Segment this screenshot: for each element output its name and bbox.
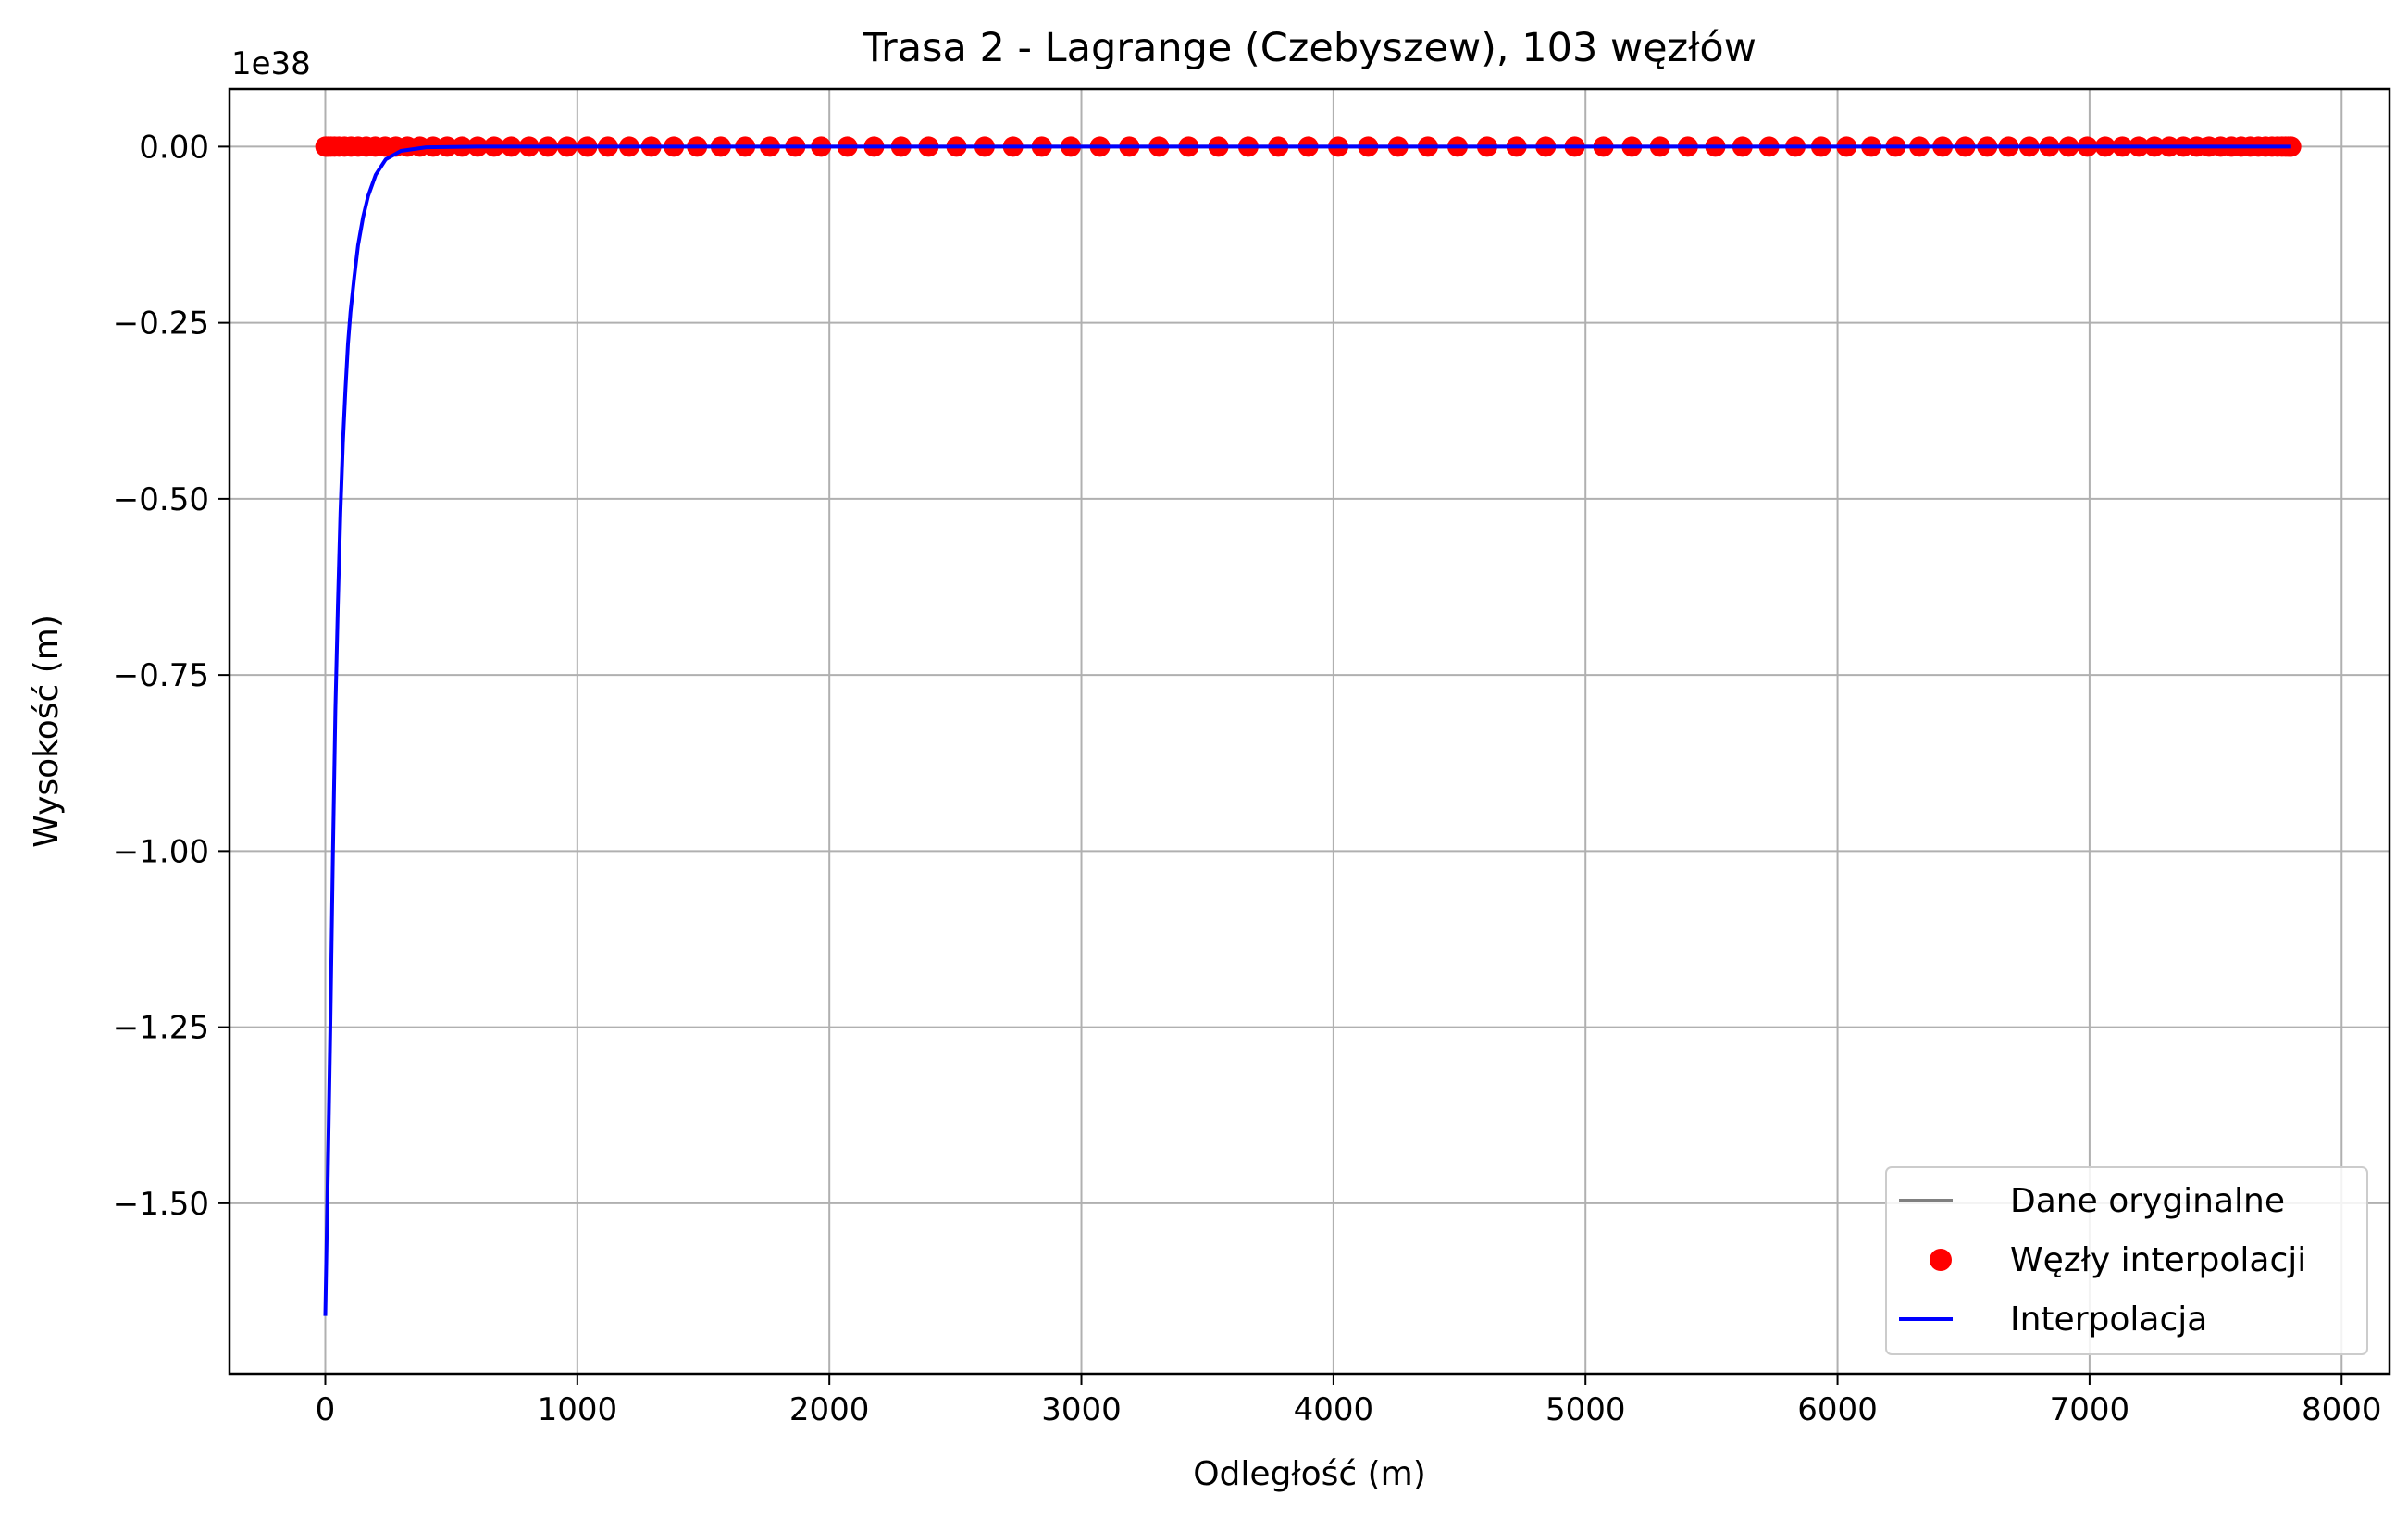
y-tick-label: −0.50: [113, 481, 209, 518]
y-offset-text: 1e38: [231, 45, 311, 82]
x-tick-label: 3000: [1041, 1391, 1122, 1428]
legend: Dane oryginalne Węzły interpolacji Inter…: [1885, 1166, 2368, 1355]
interpolation-node-point: [315, 136, 336, 157]
y-tick-label: 0.00: [139, 129, 209, 166]
legend-label-original: Dane oryginalne: [2010, 1182, 2285, 1220]
legend-swatch-node-marker: [1930, 1249, 1952, 1271]
x-tick-label: 7000: [2050, 1391, 2130, 1428]
plot-data: [315, 136, 2302, 1316]
legend-box: [1885, 1166, 2368, 1355]
axis-ticks: 0 1000 2000 3000 4000 5000 6000 7000 8000 0.00 −0.…: [113, 129, 2382, 1428]
x-tick-label: 5000: [1545, 1391, 1626, 1428]
series-interpolation-line: [323, 144, 2291, 1316]
y-tick-label: −1.25: [113, 1010, 209, 1047]
x-axis-label: Odległość (m): [1193, 1455, 1426, 1493]
legend-label-nodes: Węzły interpolacji: [2010, 1241, 2306, 1279]
chart-title: Trasa 2 - Lagrange (Czebyszew), 103 węzł…: [862, 25, 1756, 71]
y-tick-label: −1.50: [113, 1186, 209, 1223]
x-tick-label: 6000: [1797, 1391, 1878, 1428]
legend-label-interpolation: Interpolacja: [2010, 1301, 2207, 1339]
x-tick-label: 1000: [538, 1391, 618, 1428]
x-tick-label: 8000: [2302, 1391, 2382, 1428]
x-tick-label: 4000: [1294, 1391, 1374, 1428]
x-tick-label: 2000: [789, 1391, 870, 1428]
x-tick-label: 0: [316, 1391, 336, 1428]
y-tick-label: −0.25: [113, 305, 209, 343]
y-tick-label: −1.00: [113, 833, 209, 870]
y-tick-label: −0.75: [113, 657, 209, 694]
plot-area-frame: [228, 87, 2391, 1376]
y-axis-label: Wysokość (m): [28, 615, 66, 848]
